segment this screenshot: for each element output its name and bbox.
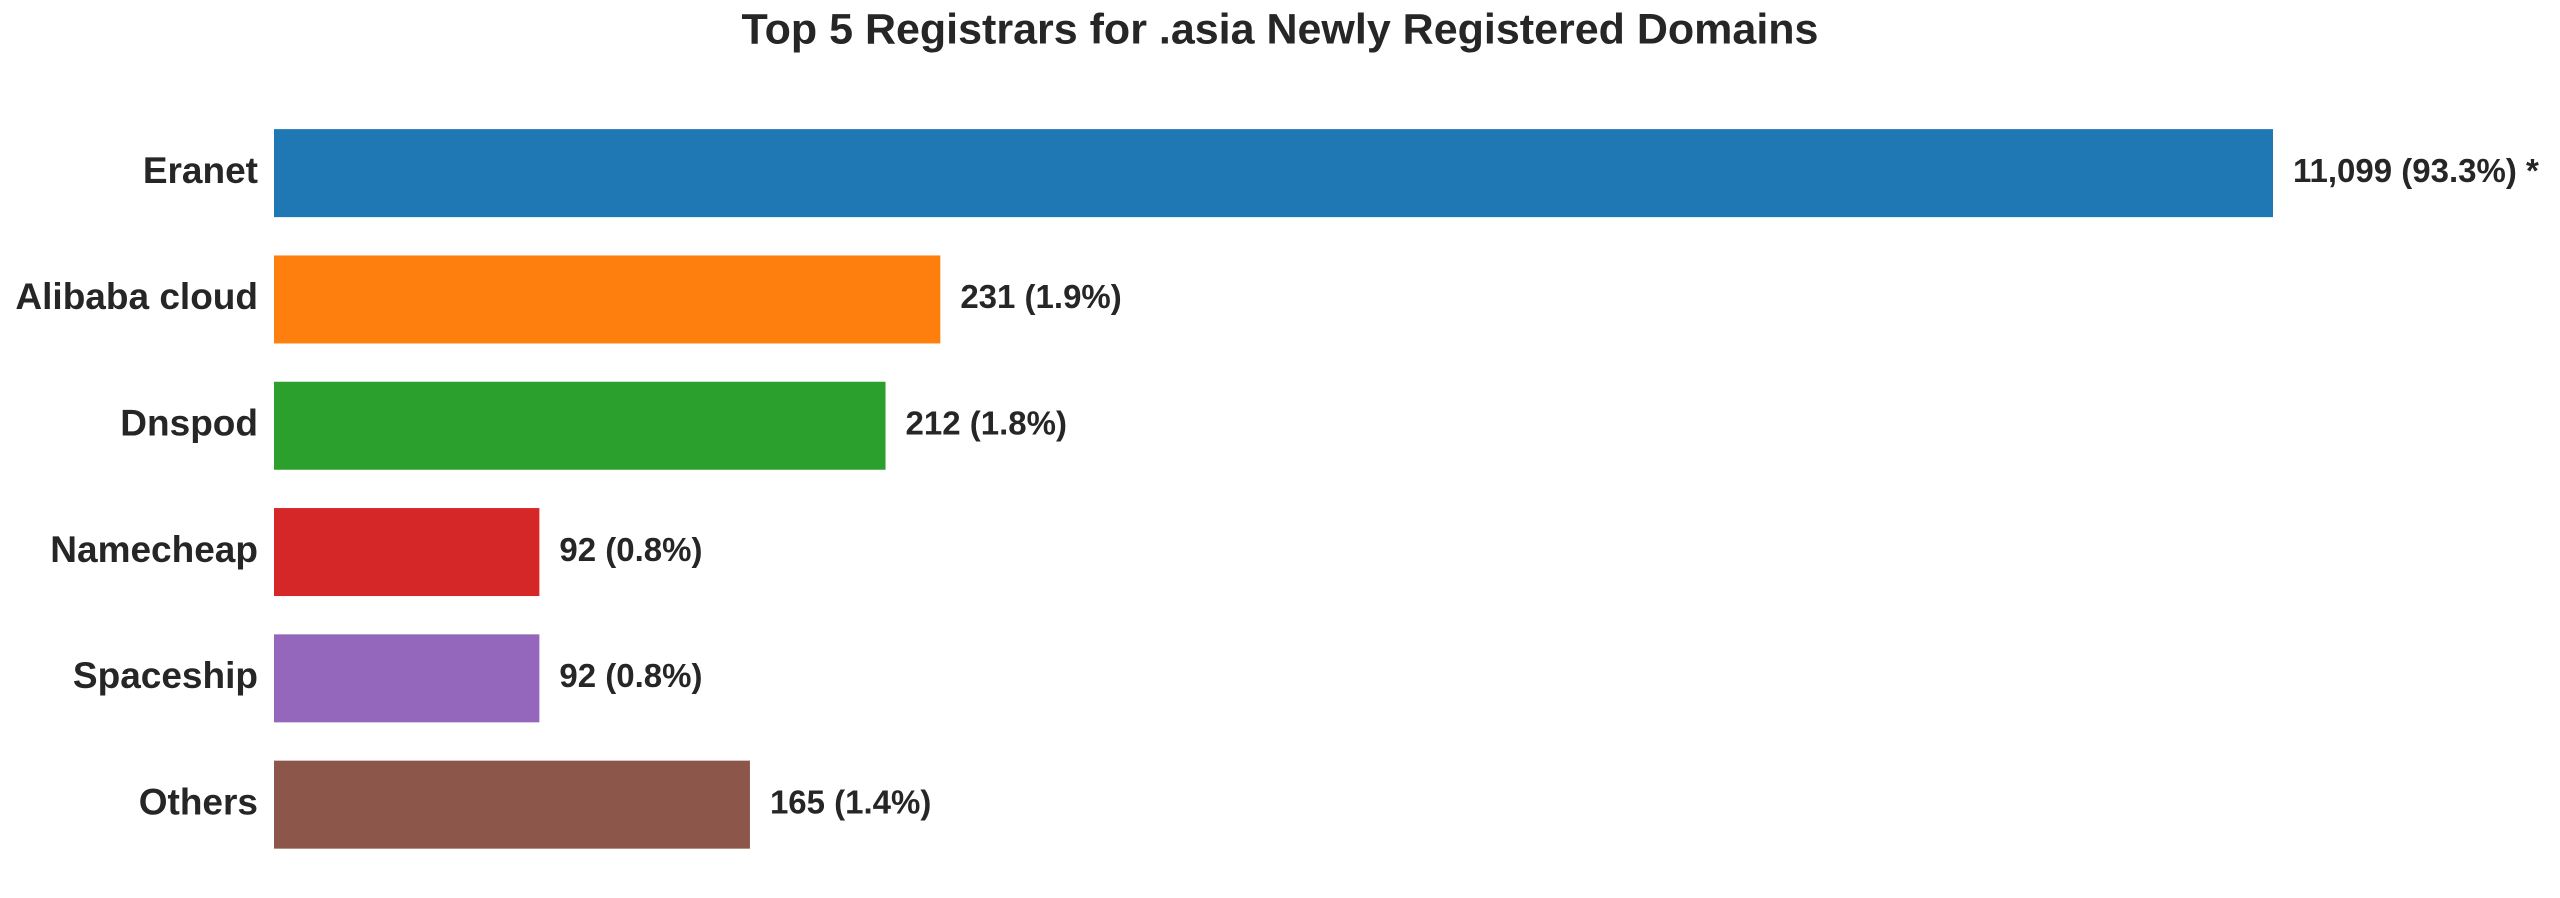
value-label: 11,099 (93.3%) * (2293, 152, 2539, 189)
value-label: 92 (0.8%) (559, 657, 702, 694)
category-label: Spaceship (73, 655, 258, 696)
bar (274, 634, 540, 723)
chart-title: Top 5 Registrars for .asia Newly Registe… (742, 5, 1819, 53)
category-label: Alibaba cloud (15, 276, 258, 317)
category-label: Dnspod (120, 403, 258, 444)
value-label: 212 (1.8%) (906, 404, 1067, 441)
plot-area (274, 129, 2273, 849)
category-label: Namecheap (50, 529, 258, 570)
bar (274, 381, 886, 470)
category-label: Others (139, 781, 258, 822)
bar (274, 760, 750, 849)
bar (274, 255, 941, 344)
bar (274, 129, 2273, 218)
value-label: 92 (0.8%) (559, 531, 702, 568)
value-label: 165 (1.4%) (770, 783, 931, 820)
bar (274, 508, 540, 597)
value-label: 231 (1.9%) (960, 278, 1121, 315)
category-label: Eranet (143, 150, 258, 191)
